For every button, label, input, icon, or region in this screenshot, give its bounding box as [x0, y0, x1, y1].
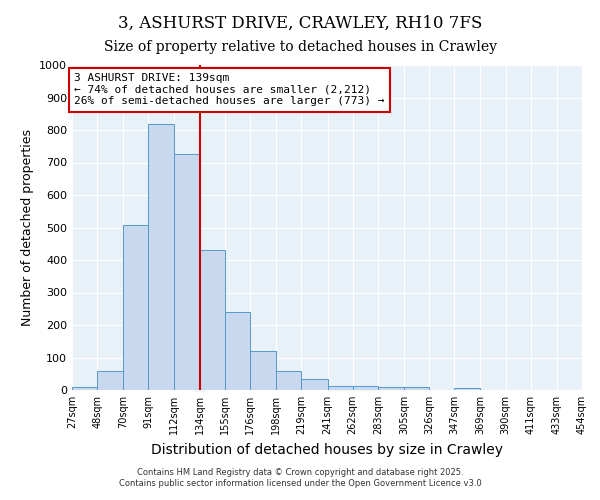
Bar — [250, 351, 276, 390]
Text: Size of property relative to detached houses in Crawley: Size of property relative to detached ho… — [104, 40, 497, 54]
Bar — [404, 387, 429, 390]
Bar — [97, 372, 124, 390]
Bar — [148, 124, 173, 390]
Text: 3, ASHURST DRIVE, CRAWLEY, RH10 7FS: 3, ASHURST DRIVE, CRAWLEY, RH10 7FS — [118, 15, 482, 32]
X-axis label: Distribution of detached houses by size in Crawley: Distribution of detached houses by size … — [151, 442, 503, 456]
Bar — [200, 250, 225, 390]
Bar — [276, 372, 301, 390]
Bar — [378, 387, 404, 390]
Bar — [301, 378, 328, 390]
Bar — [454, 388, 481, 390]
Text: Contains HM Land Registry data © Crown copyright and database right 2025.
Contai: Contains HM Land Registry data © Crown c… — [119, 468, 481, 487]
Bar — [124, 225, 148, 390]
Text: 3 ASHURST DRIVE: 139sqm
← 74% of detached houses are smaller (2,212)
26% of semi: 3 ASHURST DRIVE: 139sqm ← 74% of detache… — [74, 73, 385, 106]
Y-axis label: Number of detached properties: Number of detached properties — [20, 129, 34, 326]
Bar — [225, 312, 250, 390]
Bar — [173, 154, 200, 390]
Bar — [72, 387, 97, 390]
Bar — [328, 386, 353, 390]
Bar — [353, 386, 378, 390]
